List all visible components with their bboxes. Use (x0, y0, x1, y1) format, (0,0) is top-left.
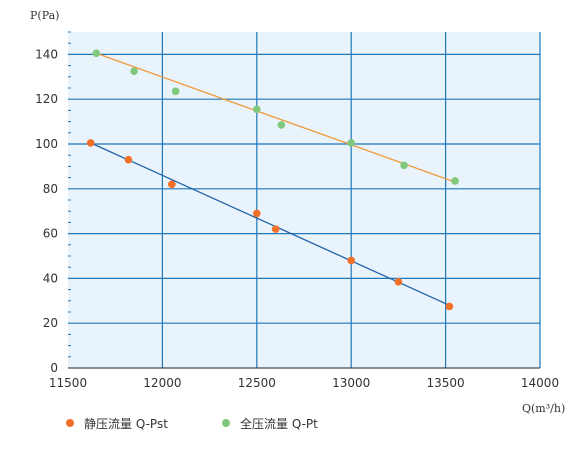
x-tick-label: 13500 (427, 376, 465, 390)
data-point-s1-4 (277, 121, 286, 129)
data-point-s0-3 (252, 209, 261, 218)
y-tick-label: 0 (50, 361, 58, 375)
data-point-s1-5 (347, 139, 356, 147)
trend-line-0 (90, 142, 450, 306)
data-point-s1-0 (92, 49, 101, 58)
y-tick-label: 20 (43, 316, 58, 330)
data-point-s0-7 (445, 302, 454, 311)
y-axis-ticks: 0 20 40 60 80 100 120 140 (35, 47, 58, 375)
x-tick-label: 13000 (332, 376, 370, 390)
x-tick-label: 14000 (521, 376, 559, 390)
data-point-s1-1 (130, 67, 138, 75)
legend: 静压流量 Q-Pst 全压流量 Q-Pt (66, 416, 318, 431)
y-tick-label: 80 (43, 182, 58, 196)
plot-area (68, 32, 540, 368)
y-tick-label: 40 (43, 271, 58, 285)
legend-label-total-pressure: 全压流量 Q-Pt (240, 416, 318, 431)
y-tick-label: 140 (35, 47, 58, 61)
data-point-s0-1 (124, 155, 133, 164)
data-point-s1-3 (252, 105, 261, 114)
data-point-s0-4 (271, 225, 280, 233)
y-tick-label: 120 (35, 92, 58, 106)
y-tick-label: 60 (43, 227, 58, 241)
trend-line-1 (96, 52, 456, 183)
legend-marker-total-pressure (222, 419, 230, 427)
legend-label-static-pressure: 静压流量 Q-Pst (84, 417, 168, 431)
y-tick-label: 100 (35, 137, 58, 151)
x-tick-label: 12000 (143, 376, 181, 390)
data-point-s1-2 (171, 87, 180, 96)
data-point-s0-0 (86, 139, 95, 147)
data-point-s0-6 (394, 277, 403, 286)
x-tick-label: 11500 (49, 376, 87, 390)
x-tick-label: 12500 (238, 376, 276, 390)
grid (68, 31, 541, 368)
data-point-s0-2 (168, 180, 176, 189)
x-axis-title: Q(m³/h) (522, 402, 565, 415)
y-axis-title: P(Pa) (30, 9, 59, 22)
data-point-s1-6 (400, 161, 408, 170)
trend-lines (90, 52, 456, 306)
legend-marker-static-pressure (66, 419, 74, 427)
x-axis-ticks: 11500 12000 12500 13000 13500 14000 (49, 376, 559, 390)
data-point-s0-5 (347, 256, 356, 265)
data-point-s1-7 (451, 177, 459, 185)
data-points (86, 49, 459, 311)
